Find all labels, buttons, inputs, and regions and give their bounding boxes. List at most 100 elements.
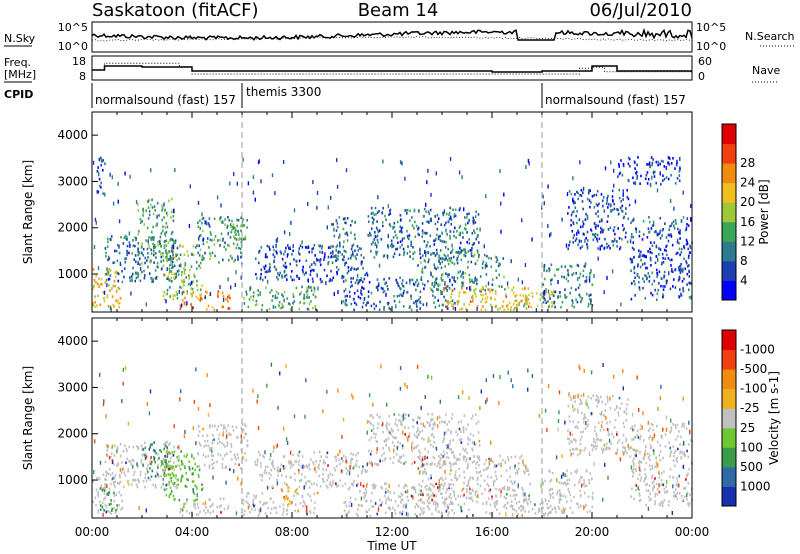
velocity-cell [449, 442, 451, 446]
velocity-cell [208, 425, 211, 429]
velocity-cell [552, 496, 554, 499]
power-cell [228, 259, 230, 262]
velocity-cell [355, 463, 357, 466]
power-cell [227, 295, 229, 299]
velocity-cell [389, 431, 391, 435]
power-cell [654, 288, 656, 292]
velocity-cell [648, 464, 651, 468]
velocity-cell [561, 511, 563, 515]
power-cell [183, 272, 186, 275]
power-cell [596, 239, 599, 243]
velocity-cell [375, 451, 378, 455]
power-cell [658, 232, 660, 236]
power-cell [432, 294, 434, 297]
power-cell [432, 275, 434, 279]
power-cell [442, 211, 444, 215]
power-cell [235, 246, 238, 250]
power-cell [565, 295, 568, 299]
power-cell [326, 274, 328, 278]
velocity-cell [420, 485, 423, 488]
power-cell [443, 295, 445, 299]
power-cell [152, 242, 154, 246]
power-cell [543, 266, 545, 270]
power-cell [444, 283, 446, 286]
velocity-cell [412, 419, 415, 422]
power-cell [169, 263, 171, 267]
power-cell [451, 299, 454, 303]
velocity-cell [539, 502, 542, 506]
velocity-cell [507, 458, 510, 462]
power-cell [565, 243, 568, 248]
power-cell [298, 247, 301, 250]
power-cell [420, 275, 423, 279]
velocity-cell [226, 434, 228, 439]
velocity-cell [245, 424, 247, 428]
power-cell [266, 244, 269, 248]
power-cell [179, 243, 182, 247]
power-cell [456, 276, 459, 280]
power-cell [689, 282, 692, 285]
velocity-cell [264, 502, 267, 505]
velocity-cell [355, 464, 358, 468]
power-cell [593, 206, 596, 209]
velocity-cell [163, 459, 166, 462]
power-cell [474, 278, 476, 282]
velocity-cell [452, 438, 454, 442]
power-cell [604, 237, 606, 241]
velocity-cell [413, 446, 416, 449]
power-cell [641, 238, 644, 241]
power-cell [219, 244, 221, 247]
power-cell [283, 275, 286, 279]
power-cell [170, 262, 172, 265]
power-cell [188, 276, 191, 279]
velocity-cell [467, 436, 469, 440]
velocity-cell [384, 458, 386, 462]
power-cell [263, 265, 265, 269]
power-cell [373, 213, 375, 217]
power-cell [454, 214, 457, 218]
velocity-cell [183, 465, 186, 468]
power-cell [504, 288, 506, 291]
velocity-cell [542, 483, 544, 486]
power-cell [392, 236, 395, 239]
power-cell [332, 276, 335, 280]
power-cell [658, 253, 660, 256]
power-cell [607, 244, 610, 248]
power-cell [365, 303, 367, 307]
power-cell [223, 245, 225, 249]
velocity-cell [468, 492, 471, 495]
velocity-cell [583, 478, 585, 482]
power-cell [167, 258, 170, 261]
velocity-cell [378, 416, 380, 419]
velocity-cell [344, 500, 347, 504]
velocity-cell [110, 499, 112, 502]
power-cell [242, 157, 244, 162]
velocity-cell [669, 454, 671, 458]
power-cell [117, 243, 119, 247]
power-cell [165, 222, 168, 225]
power-cell [507, 286, 509, 289]
velocity-cell [632, 448, 634, 451]
velocity-cell [562, 494, 564, 498]
power-cell [247, 305, 250, 309]
power-cell [352, 243, 355, 247]
power-cell [451, 243, 453, 248]
velocity-cell [514, 497, 517, 501]
velocity-cell [247, 501, 249, 505]
velocity-cell [114, 474, 117, 477]
velocity-cell [448, 485, 450, 488]
power-cell [225, 298, 227, 301]
power-cell [429, 287, 432, 290]
velocity-cell [497, 463, 500, 466]
power-cell [166, 214, 169, 217]
velocity-cell [217, 452, 220, 456]
velocity-cell [368, 449, 370, 453]
power-cell [374, 241, 376, 246]
velocity-cell [388, 414, 391, 418]
velocity-cell [104, 477, 106, 481]
power-cell [484, 264, 487, 267]
power-cell [463, 248, 465, 252]
velocity-cell [155, 451, 157, 455]
power-cell [574, 239, 577, 243]
power-cell [423, 287, 425, 290]
